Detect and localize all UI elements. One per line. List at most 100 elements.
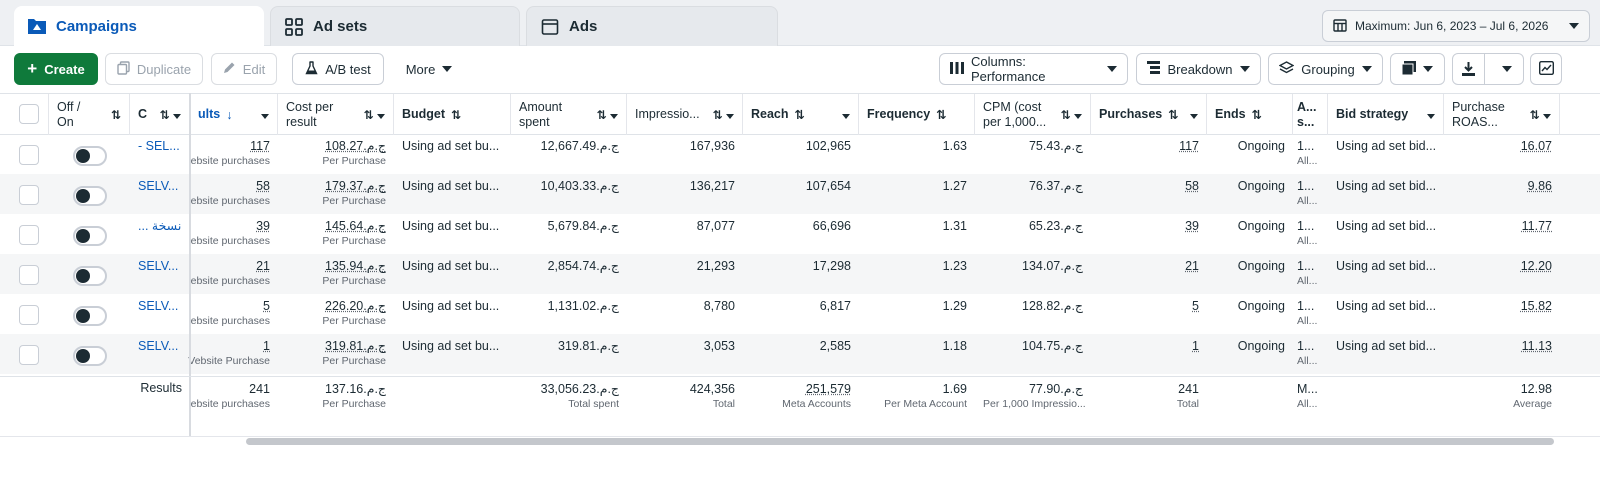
column-header-off-on[interactable]: Off / On ⇅ <box>49 94 130 135</box>
campaign-toggle[interactable] <box>73 346 107 366</box>
folder-icon <box>26 15 48 37</box>
chart-toggle-button[interactable] <box>1530 53 1562 85</box>
date-range-picker[interactable]: Maximum: Jun 6, 2023 – Jul 6, 2026 <box>1322 10 1590 42</box>
sort-icon[interactable]: ⇅ <box>597 108 618 122</box>
sort-icon[interactable]: ⇅ <box>451 107 462 122</box>
chevron-down-icon[interactable] <box>842 108 850 122</box>
column-header-impressions[interactable]: Impressio... ⇅ <box>627 94 743 135</box>
grouping-button[interactable]: Grouping <box>1268 53 1383 85</box>
column-header-roas[interactable]: Purchase ROAS... ⇅ <box>1444 94 1560 135</box>
cell-bid: Using ad set bid... <box>1336 259 1437 273</box>
create-button[interactable]: + Create <box>14 53 98 85</box>
tab-label: Ads <box>569 18 598 35</box>
cell-ends: Ongoing <box>1237 259 1285 273</box>
sort-icon[interactable]: ⇅ <box>936 108 947 122</box>
column-header-attribution[interactable]: A... s... <box>1293 94 1328 135</box>
column-header-cpm[interactable]: CPM (cost per 1,000... ⇅ <box>975 94 1091 135</box>
cell-roas: 9.86 <box>1527 179 1552 193</box>
cell-cpm: 104.75.ج.م <box>1022 339 1083 353</box>
more-button[interactable]: More <box>396 53 462 85</box>
chevron-down-icon <box>1502 66 1513 72</box>
row-checkbox[interactable] <box>19 145 39 165</box>
cell-impressions: 3,053 <box>703 339 735 353</box>
export-options-dropdown[interactable] <box>1492 54 1523 84</box>
table-row[interactable]: - SEL... 117 ebsite purchases 108.27.ج.م Per… <box>0 134 1600 174</box>
cell-name[interactable]: SELV... <box>138 259 179 273</box>
sort-icon[interactable]: ⇅ <box>1168 108 1179 122</box>
cell-name[interactable]: - SEL... <box>138 139 180 153</box>
cell-budget: Using ad set bu... <box>402 139 500 153</box>
sort-icon[interactable]: ⇅ <box>1251 108 1263 122</box>
cell-reach: 6,817 <box>819 299 851 313</box>
row-checkbox[interactable] <box>19 185 39 205</box>
column-label: ults <box>198 107 221 121</box>
sort-icon[interactable]: ⇅ <box>713 108 734 122</box>
campaign-toggle[interactable] <box>73 266 107 286</box>
edit-button[interactable]: Edit <box>211 53 277 85</box>
table-row[interactable]: SELV... 21 ebsite purchases 135.94.ج.م Per P… <box>0 254 1600 294</box>
column-label: C <box>138 107 148 121</box>
table-row[interactable]: ... نسخة 39 ebsite purchases 145.64.ج.م Per … <box>0 214 1600 254</box>
row-checkbox[interactable] <box>19 345 39 365</box>
column-label: Bid strategy <box>1336 107 1409 121</box>
column-header-bid-strategy[interactable]: Bid strategy <box>1328 94 1444 135</box>
tab-ad-sets[interactable]: Ad sets <box>270 6 520 46</box>
chevron-down-icon <box>442 66 453 72</box>
cell-results: 1 Vebsite Purchase <box>188 339 270 367</box>
row-checkbox[interactable] <box>19 225 39 245</box>
chevron-down-icon[interactable] <box>1190 108 1198 122</box>
cell-purchases: 39 <box>1185 219 1199 233</box>
chevron-down-icon <box>1361 66 1372 72</box>
table-row[interactable]: SELV... 58 ebsite purchases 179.37.ج.م Per P… <box>0 174 1600 214</box>
row-checkbox[interactable] <box>19 305 39 325</box>
column-header-budget[interactable]: Budget ⇅ <box>394 94 511 135</box>
sort-icon[interactable]: ⇅ <box>364 108 385 122</box>
campaign-toggle[interactable] <box>73 186 107 206</box>
table-row[interactable]: SELV... 1 Vebsite Purchase 319.81.ج.م Per Pu… <box>0 334 1600 374</box>
sort-icon[interactable]: ⇅ <box>160 108 181 122</box>
column-header-amount-spent[interactable]: Amount spent ⇅ <box>511 94 627 135</box>
breakdown-button[interactable]: Breakdown <box>1136 53 1261 85</box>
campaign-toggle[interactable] <box>73 146 107 166</box>
ab-test-button[interactable]: A/B test <box>292 53 384 85</box>
cell-purchases: 5 <box>1192 299 1199 313</box>
column-header-results[interactable]: ults ↓ <box>190 94 278 135</box>
chevron-down-icon[interactable] <box>1427 108 1435 122</box>
tab-ads[interactable]: Ads <box>526 6 778 46</box>
column-header-campaign[interactable]: C ⇅ <box>130 94 190 135</box>
campaign-toggle[interactable] <box>73 226 107 246</box>
sort-icon[interactable]: ⇅ <box>1061 108 1082 122</box>
totals-reach: 251,579 Meta Accounts <box>782 382 851 410</box>
sort-desc-icon[interactable]: ↓ <box>226 107 233 122</box>
column-header-frequency[interactable]: Frequency ⇅ <box>859 94 975 135</box>
cell-frequency: 1.63 <box>942 139 967 153</box>
column-header-ends[interactable]: Ends ⇅ <box>1207 94 1293 135</box>
column-label: Impressio... <box>635 107 700 121</box>
sort-icon[interactable]: ⇅ <box>1530 108 1551 122</box>
tab-campaigns[interactable]: Campaigns <box>14 6 264 46</box>
reports-button[interactable] <box>1390 53 1445 85</box>
sort-icon[interactable]: ⇅ <box>794 108 806 122</box>
row-checkbox[interactable] <box>19 265 39 285</box>
export-button[interactable] <box>1452 53 1524 85</box>
sort-icon[interactable]: ⇅ <box>110 107 121 122</box>
table-row[interactable]: SELV... 5 ebsite purchases 226.20.ج.م Per Pu… <box>0 294 1600 334</box>
select-all-checkbox[interactable] <box>19 104 39 124</box>
cell-name[interactable]: ... نسخة <box>138 219 182 233</box>
cell-reach: 2,585 <box>819 339 851 353</box>
columns-button[interactable]: Columns: Performance <box>939 53 1128 85</box>
toggle-knob <box>76 309 90 323</box>
cell-purchases: 21 <box>1185 259 1199 273</box>
cell-name[interactable]: SELV... <box>138 339 179 353</box>
campaign-toggle[interactable] <box>73 306 107 326</box>
column-header-purchases[interactable]: Purchases ⇅ <box>1091 94 1207 135</box>
cell-name[interactable]: SELV... <box>138 299 179 313</box>
cell-name[interactable]: SELV... <box>138 179 179 193</box>
column-header-cost-per-result[interactable]: Cost per result ⇅ <box>278 94 394 135</box>
duplicate-button[interactable]: Duplicate <box>105 53 203 85</box>
horizontal-scrollbar[interactable] <box>246 438 1554 445</box>
column-header-reach[interactable]: Reach ⇅ <box>743 94 859 135</box>
chevron-down-icon[interactable] <box>261 108 269 122</box>
cell-bid: Using ad set bid... <box>1336 139 1437 153</box>
cell-impressions: 8,780 <box>703 299 735 313</box>
